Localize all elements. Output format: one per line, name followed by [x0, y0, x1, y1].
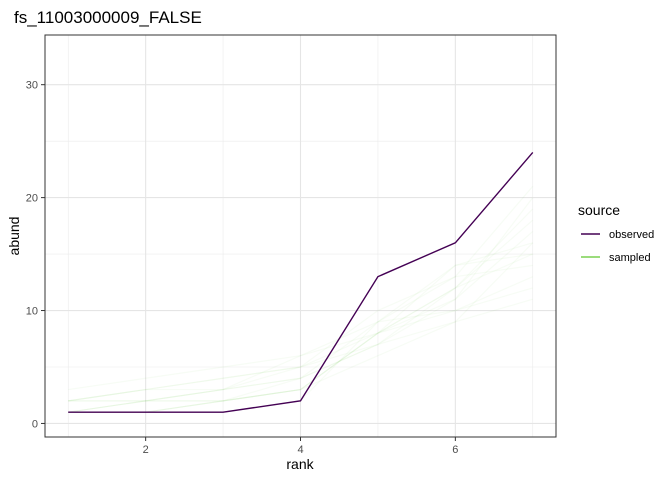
x-tick-label: 4 — [297, 444, 303, 456]
legend-label-observed: observed — [609, 229, 654, 241]
observed-line — [68, 151, 534, 413]
x-tick-label: 6 — [452, 444, 458, 456]
x-axis-title: rank — [286, 456, 314, 472]
sampled-line — [68, 264, 533, 413]
chart-title: fs_11003000009_FALSE — [14, 8, 202, 27]
y-tick-label: 20 — [26, 193, 38, 205]
x-tick-label: 2 — [143, 444, 149, 456]
sampled-line — [68, 276, 534, 402]
grid — [45, 35, 556, 437]
y-tick-label: 10 — [26, 306, 38, 318]
legend: source observed sampled — [578, 202, 654, 264]
sampled-line — [68, 208, 534, 413]
y-tick-label: 30 — [26, 80, 38, 92]
sampled-line — [68, 287, 533, 391]
y-tick-label: 0 — [32, 418, 38, 430]
x-axis-ticks: 2 4 6 — [143, 437, 458, 456]
y-axis-title: abund — [6, 217, 22, 256]
sampled-line — [68, 298, 533, 402]
sampled-line — [68, 219, 534, 402]
sampled-line — [68, 197, 534, 413]
sampled-line — [68, 231, 534, 402]
legend-title: source — [578, 202, 620, 218]
legend-label-sampled: sampled — [609, 252, 651, 264]
observed-lines — [68, 151, 534, 413]
y-axis-ticks: 0 10 20 30 — [26, 80, 45, 430]
sampled-line — [68, 253, 534, 402]
